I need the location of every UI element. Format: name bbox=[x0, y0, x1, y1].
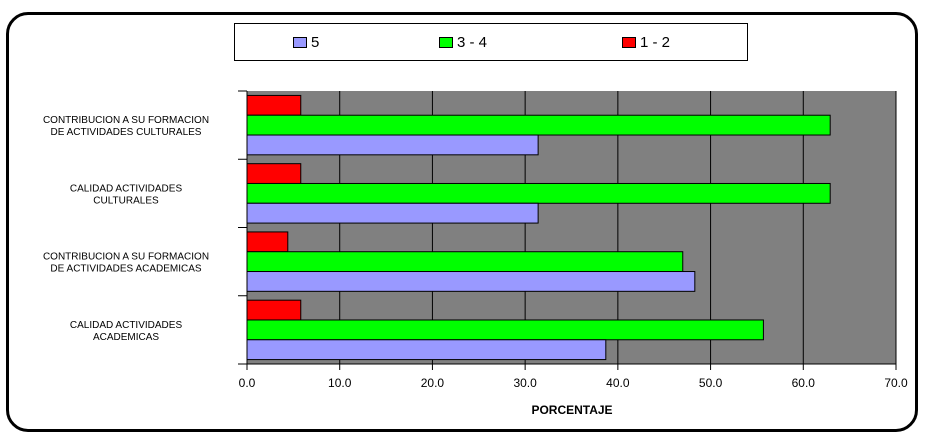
bar-3-4-0 bbox=[246, 114, 831, 136]
category-label: CALIDAD ACTIVIDADES CULTURALES bbox=[70, 183, 183, 206]
legend-swatch-1-2 bbox=[622, 36, 636, 48]
x-tick-label: 10.0 bbox=[328, 376, 352, 390]
x-tick-label: 20.0 bbox=[421, 376, 445, 390]
bar-5-0 bbox=[246, 134, 539, 156]
x-tick-label: 60.0 bbox=[792, 376, 816, 390]
legend-item-3-4: 3 - 4 bbox=[439, 24, 487, 60]
legend-swatch-5 bbox=[293, 36, 307, 48]
category-label: CALIDAD ACTIVIDADES ACADEMICAS bbox=[70, 320, 183, 343]
x-axis-title: PORCENTAJE bbox=[531, 403, 612, 417]
bar-5-1 bbox=[246, 202, 539, 224]
legend-label-3-4: 3 - 4 bbox=[457, 33, 488, 51]
category-label: CONTRIBUCION A SU FORMACION DE ACTIVIDADE… bbox=[43, 252, 209, 275]
legend-item-5: 5 bbox=[293, 24, 319, 60]
x-tick-label: 0.0 bbox=[239, 376, 256, 390]
legend-label-1-2: 1 - 2 bbox=[640, 33, 671, 51]
bar-5-2 bbox=[246, 271, 696, 292]
x-tick-label: 40.0 bbox=[606, 376, 630, 390]
bar-1-2-2 bbox=[246, 231, 289, 253]
category-label: CONTRIBUCION A SU FORMACION DE ACTIVIDADE… bbox=[43, 115, 209, 138]
bar-1-2-1 bbox=[246, 163, 302, 184]
legend-swatch-3-4 bbox=[439, 36, 453, 48]
bar-5-3 bbox=[246, 339, 607, 361]
legend: 5 3 - 4 1 - 2 bbox=[234, 23, 748, 61]
bar-1-2-3 bbox=[246, 299, 302, 321]
legend-label-5: 5 bbox=[311, 33, 320, 51]
bar-1-2-0 bbox=[246, 94, 302, 116]
bar-3-4-2 bbox=[246, 251, 684, 273]
bar-3-4-1 bbox=[246, 182, 831, 204]
x-tick-label: 70.0 bbox=[884, 376, 908, 390]
bar-3-4-3 bbox=[246, 319, 764, 341]
x-tick-label: 50.0 bbox=[699, 376, 723, 390]
legend-item-1-2: 1 - 2 bbox=[622, 24, 670, 60]
x-tick-label: 30.0 bbox=[513, 376, 537, 390]
